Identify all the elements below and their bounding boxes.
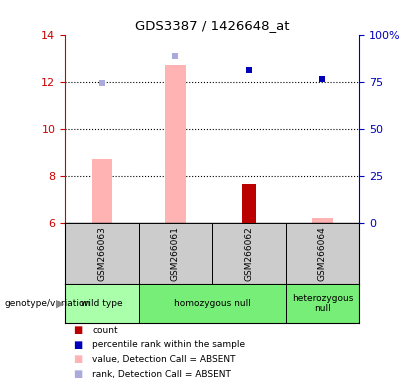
Bar bbox=[139, 284, 286, 323]
Text: GSM266062: GSM266062 bbox=[244, 226, 253, 281]
Bar bbox=[286, 284, 359, 323]
Text: wild type: wild type bbox=[81, 299, 123, 308]
Text: GSM266063: GSM266063 bbox=[97, 226, 106, 281]
Text: heterozygous
null: heterozygous null bbox=[291, 294, 353, 313]
Bar bbox=[312, 218, 333, 223]
Text: GSM266064: GSM266064 bbox=[318, 226, 327, 281]
Bar bbox=[242, 184, 255, 223]
Text: percentile rank within the sample: percentile rank within the sample bbox=[92, 340, 246, 349]
Text: ■: ■ bbox=[74, 325, 83, 335]
Text: value, Detection Call = ABSENT: value, Detection Call = ABSENT bbox=[92, 355, 236, 364]
Bar bbox=[65, 284, 139, 323]
Text: ▶: ▶ bbox=[56, 298, 64, 308]
Text: GSM266061: GSM266061 bbox=[171, 226, 180, 281]
Bar bbox=[286, 223, 359, 284]
Bar bbox=[212, 223, 286, 284]
Text: genotype/variation: genotype/variation bbox=[4, 299, 90, 308]
Text: rank, Detection Call = ABSENT: rank, Detection Call = ABSENT bbox=[92, 369, 231, 379]
Bar bbox=[139, 223, 212, 284]
Bar bbox=[92, 159, 112, 223]
Text: homozygous null: homozygous null bbox=[173, 299, 251, 308]
Text: ■: ■ bbox=[74, 369, 83, 379]
Title: GDS3387 / 1426648_at: GDS3387 / 1426648_at bbox=[135, 19, 289, 32]
Text: ■: ■ bbox=[74, 354, 83, 364]
Text: ■: ■ bbox=[74, 340, 83, 350]
Bar bbox=[65, 223, 139, 284]
Bar bbox=[165, 65, 186, 223]
Text: count: count bbox=[92, 326, 118, 335]
